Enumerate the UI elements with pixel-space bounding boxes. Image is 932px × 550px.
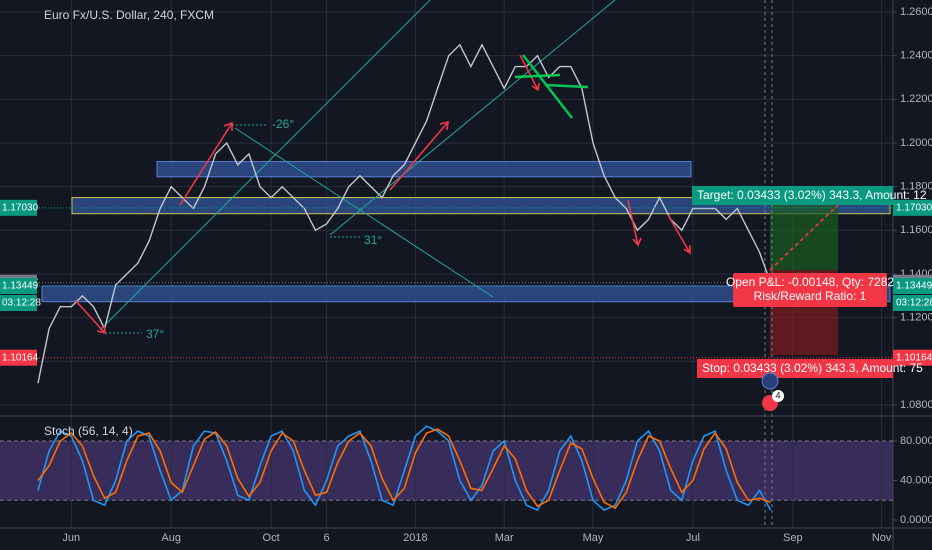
price-badge	[893, 199, 932, 216]
price-badge-left	[0, 278, 37, 295]
y-tick-label: 40.0000	[900, 474, 932, 486]
x-tick-label: May	[583, 532, 604, 544]
badge	[772, 390, 784, 402]
arrows	[74, 54, 839, 335]
price-badge	[893, 278, 932, 295]
x-tick-label: Sep	[783, 532, 803, 544]
x-tick-label: Aug	[161, 532, 181, 544]
trend-line	[234, 127, 494, 298]
angle-label: 31°	[364, 233, 382, 247]
series-line	[37, 428, 771, 510]
x-tick-label: Mar	[495, 532, 514, 544]
y-tick-label: 1.16000	[900, 224, 932, 236]
price-badge-label: 1.17030	[2, 202, 39, 213]
x-tick-label: Jul	[686, 532, 700, 544]
event-icon[interactable]	[761, 372, 779, 390]
badge-label: 4	[775, 390, 780, 400]
y-tick-label: 1.20000	[900, 137, 932, 149]
price-badge-label: 1.10164	[896, 352, 932, 363]
zone	[156, 161, 692, 178]
price-badge	[893, 349, 932, 366]
countdown: 03:12:28	[2, 298, 41, 309]
trend-line	[329, 0, 616, 236]
stop-label-box	[697, 359, 893, 378]
y-tick-label: 1.22000	[900, 93, 932, 105]
angle-label: -26°	[272, 117, 294, 131]
price-badge-label: 1.10164	[2, 352, 39, 363]
y-tick-label: 1.24000	[900, 50, 932, 62]
countdown-box	[0, 295, 37, 312]
green-lines	[514, 54, 589, 119]
series-line	[37, 425, 772, 512]
angle-guides	[105, 124, 362, 334]
target-label-box	[692, 186, 893, 205]
indicator-title: Stoch (56, 14, 4)	[44, 424, 133, 438]
zone	[71, 197, 891, 215]
x-tick-label: 2018	[403, 532, 427, 544]
band	[0, 440, 893, 501]
countdown: 03:12:28	[896, 298, 932, 309]
stop-label: Stop: 0.03433 (3.02%) 343.3, Amount: 75	[702, 361, 923, 375]
price-badge-label: 1.13449	[2, 281, 39, 292]
y-tick-label: 1.18000	[900, 181, 932, 193]
axis: 1.080001.100001.120001.140001.160001.180…	[0, 6, 932, 544]
pnl-box	[733, 273, 887, 307]
price-badge-left	[0, 349, 37, 366]
pnl-label: Open P&L: -0.00148, Qty: 7282	[726, 275, 894, 289]
price-badge-label: 1.13449	[896, 281, 932, 292]
chart-title: Euro Fx/U.S. Dollar, 240, FXCM	[44, 8, 214, 22]
x-tick-label: Jun	[62, 532, 80, 544]
trend-line	[99, 0, 431, 331]
price-badge-label: 1.17030	[896, 202, 932, 213]
y-tick-label: 1.12000	[900, 312, 932, 324]
y-tick-label: 80.0000	[900, 435, 932, 447]
countdown-box	[893, 295, 932, 312]
x-tick-label: 6	[324, 532, 330, 544]
x-tick-label: Nov	[872, 532, 892, 544]
x-tick-label: Oct	[263, 532, 280, 544]
y-tick-label: 0.0000	[900, 514, 932, 526]
angle-label: 37°	[146, 327, 164, 341]
ratio-label: Risk/Reward Ratio: 1	[754, 289, 867, 303]
price-badge-left	[0, 199, 37, 216]
series-line	[37, 43, 772, 384]
y-tick-label: 1.08000	[900, 399, 932, 411]
target-label: Target: 0.03433 (3.02%) 343.3, Amount: 1…	[697, 188, 927, 202]
